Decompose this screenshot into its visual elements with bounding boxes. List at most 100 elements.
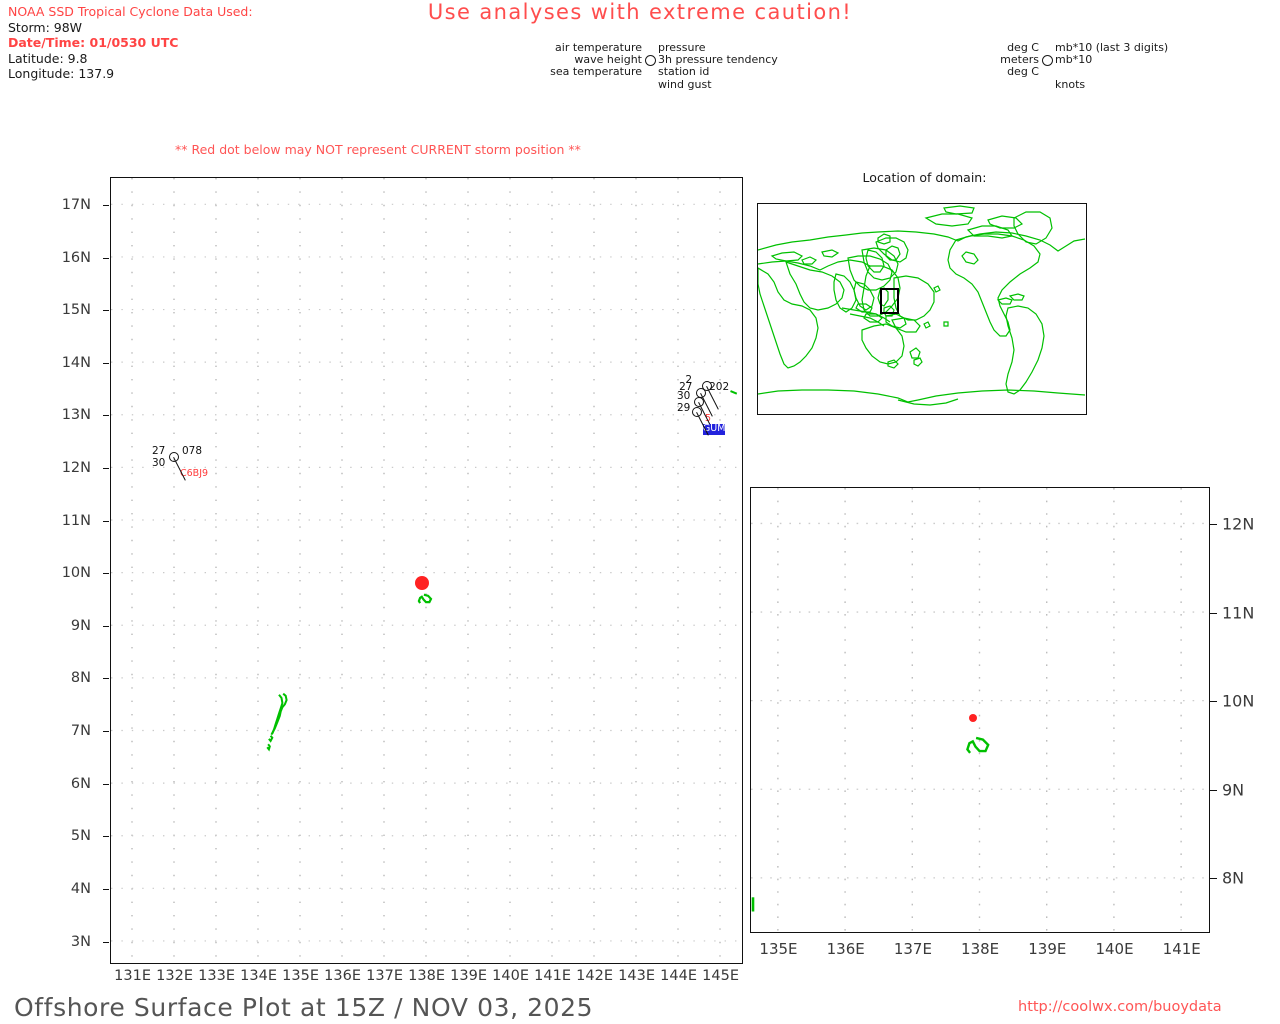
- storm-longitude-line: Longitude: 137.9: [8, 66, 115, 81]
- x-axis-label: 142E: [576, 968, 614, 984]
- x-axis-label: 144E: [660, 968, 698, 984]
- zoom-surface-plot[interactable]: [750, 487, 1210, 933]
- x-axis-label: 136E: [324, 968, 362, 984]
- main-surface-plot[interactable]: 27 078 30 C6BJ9 2 27 202 30 29 5 GUM: [110, 177, 743, 964]
- storm-datetime-line: Date/Time: 01/0530 UTC: [8, 35, 179, 50]
- zoom-x-axis-label: 140E: [1095, 940, 1134, 958]
- x-axis-label: 138E: [408, 968, 446, 984]
- station-id-label: 5: [705, 412, 712, 424]
- y-axis-label: 8N: [70, 670, 91, 687]
- y-axis-label: 14N: [61, 354, 91, 371]
- x-axis-label: 135E: [282, 968, 320, 984]
- y-axis-tick: [103, 888, 109, 890]
- storm-latitude-line: Latitude: 9.8: [8, 50, 88, 66]
- zoom-x-axis-label: 135E: [759, 940, 798, 958]
- main-plot-station-overlay: 27 078 30 C6BJ9 2 27 202 30 29 5 GUM: [111, 178, 742, 963]
- y-axis-tick: [103, 783, 109, 785]
- y-axis-tick: [103, 362, 109, 364]
- y-axis-label: 16N: [61, 249, 91, 266]
- units-right-3: knots: [1055, 77, 1086, 91]
- zoom-y-axis-tick: [1210, 612, 1217, 614]
- zoom-y-axis-tick: [1210, 701, 1217, 703]
- legend-right-1: 3h pressure tendency: [658, 53, 778, 67]
- storm-info-panel: NOAA SSD Tropical Cyclone Data Used: Sto…: [8, 4, 428, 82]
- units-left-2: deg C: [1007, 65, 1039, 79]
- y-axis-tick: [103, 415, 109, 417]
- y-axis-tick: [103, 941, 109, 943]
- storm-position-marker-zoom: [968, 714, 977, 723]
- station-sea-temperature: 30: [152, 456, 166, 469]
- y-axis-tick: [103, 467, 109, 469]
- zoom-plot-x-axis: 135E 136E 137E 138E 139E 140E 141E: [750, 938, 1210, 962]
- units-right-0: mb*10 (last 3 digits): [1055, 41, 1169, 54]
- y-axis-label: 11N: [61, 512, 91, 529]
- zoom-plot-marker-overlay: [751, 488, 1209, 932]
- units-circle-icon: [1039, 54, 1055, 66]
- legend-right-2: station id: [658, 65, 710, 79]
- caution-banner: Use analyses with extreme caution!: [427, 0, 853, 24]
- y-axis-label: 10N: [61, 565, 91, 582]
- legend-right-3: wind gust: [658, 77, 712, 91]
- x-axis-label: 141E: [534, 968, 572, 984]
- plot-title: Offshore Surface Plot at 15Z / NOV 03, 2…: [14, 993, 594, 1022]
- y-axis-label: 4N: [70, 880, 91, 897]
- y-axis-tick: [103, 678, 109, 680]
- main-plot-x-axis: 131E 132E 133E 134E 135E 136E 137E 138E 139E 140E…: [110, 966, 743, 990]
- zoom-y-axis-label: 8N: [1222, 868, 1245, 888]
- world-location-map: [757, 203, 1087, 415]
- y-axis-label: 5N: [70, 828, 91, 845]
- world-coastline-svg: [758, 205, 1085, 406]
- main-plot-coastlines: [266, 390, 738, 752]
- zoom-y-axis-label: 11N: [1222, 603, 1255, 623]
- main-plot-gridlines: [111, 178, 741, 962]
- red-dot-warning: ** Red dot below may NOT represent CURRE…: [175, 142, 581, 157]
- symbol-legend: air temperature pressure wave height 3h …: [520, 41, 778, 91]
- zoom-x-axis-label: 139E: [1028, 940, 1067, 958]
- units-left-1: meters: [1000, 53, 1039, 67]
- x-axis-label: 132E: [156, 968, 194, 984]
- y-axis-tick: [103, 625, 109, 627]
- storm-name-line: Storm: 98W: [8, 19, 83, 35]
- station-id-label: C6BJ9: [180, 467, 209, 479]
- x-axis-label: 143E: [618, 968, 656, 984]
- y-axis-tick: [103, 731, 109, 733]
- zoom-y-axis-tick: [1210, 524, 1217, 526]
- x-axis-label: 133E: [198, 968, 236, 984]
- station-circle-icon: [642, 54, 658, 66]
- zoom-x-axis-label: 137E: [893, 940, 932, 958]
- source-url[interactable]: http://coolwx.com/buoydata: [1018, 999, 1222, 1015]
- zoom-plot-y-axis: 12N 11N 10N 9N 8N: [1210, 487, 1272, 933]
- y-axis-label: 13N: [61, 407, 91, 424]
- zoom-x-axis-label: 136E: [826, 940, 865, 958]
- zoom-plot-coastlines: [751, 736, 990, 912]
- y-axis-tick: [103, 573, 109, 575]
- station-pressure: 078: [182, 444, 203, 457]
- zoom-y-axis-label: 10N: [1222, 691, 1255, 711]
- y-axis-tick: [103, 310, 109, 312]
- y-axis-tick: [103, 204, 109, 206]
- station-sea-temperature: 29: [677, 401, 691, 414]
- y-axis-label: 17N: [61, 196, 91, 213]
- x-axis-label: 131E: [114, 968, 152, 984]
- y-axis-label: 15N: [61, 302, 91, 319]
- zoom-y-axis-label: 12N: [1222, 514, 1255, 534]
- station-air-temperature: 27: [679, 380, 693, 393]
- zoom-x-axis-label: 138E: [961, 940, 1000, 958]
- y-axis-label: 9N: [70, 617, 91, 634]
- x-axis-label: 140E: [492, 968, 530, 984]
- x-axis-label: 145E: [702, 968, 740, 984]
- main-plot-y-axis: 17N 16N 15N 14N 13N 12N 11N 10N 9N 8N 7N 6N 5N 4N 3N: [48, 177, 109, 964]
- legend-left-1: wave height: [574, 53, 642, 67]
- station-air-temperature: 30: [677, 389, 691, 402]
- legend-right-0: pressure: [658, 41, 706, 54]
- zoom-y-axis-tick: [1210, 878, 1217, 880]
- x-axis-label: 137E: [366, 968, 404, 984]
- units-right-1: mb*10: [1055, 53, 1093, 67]
- domain-box-marker: [880, 288, 899, 314]
- y-axis-label: 6N: [70, 775, 91, 792]
- station-pressure: 202: [709, 380, 730, 393]
- station-air-temperature: 27: [152, 444, 166, 457]
- station-id-label: GUM: [702, 423, 726, 435]
- legend-left-0: air temperature: [555, 41, 642, 54]
- zoom-y-axis-tick: [1210, 789, 1217, 791]
